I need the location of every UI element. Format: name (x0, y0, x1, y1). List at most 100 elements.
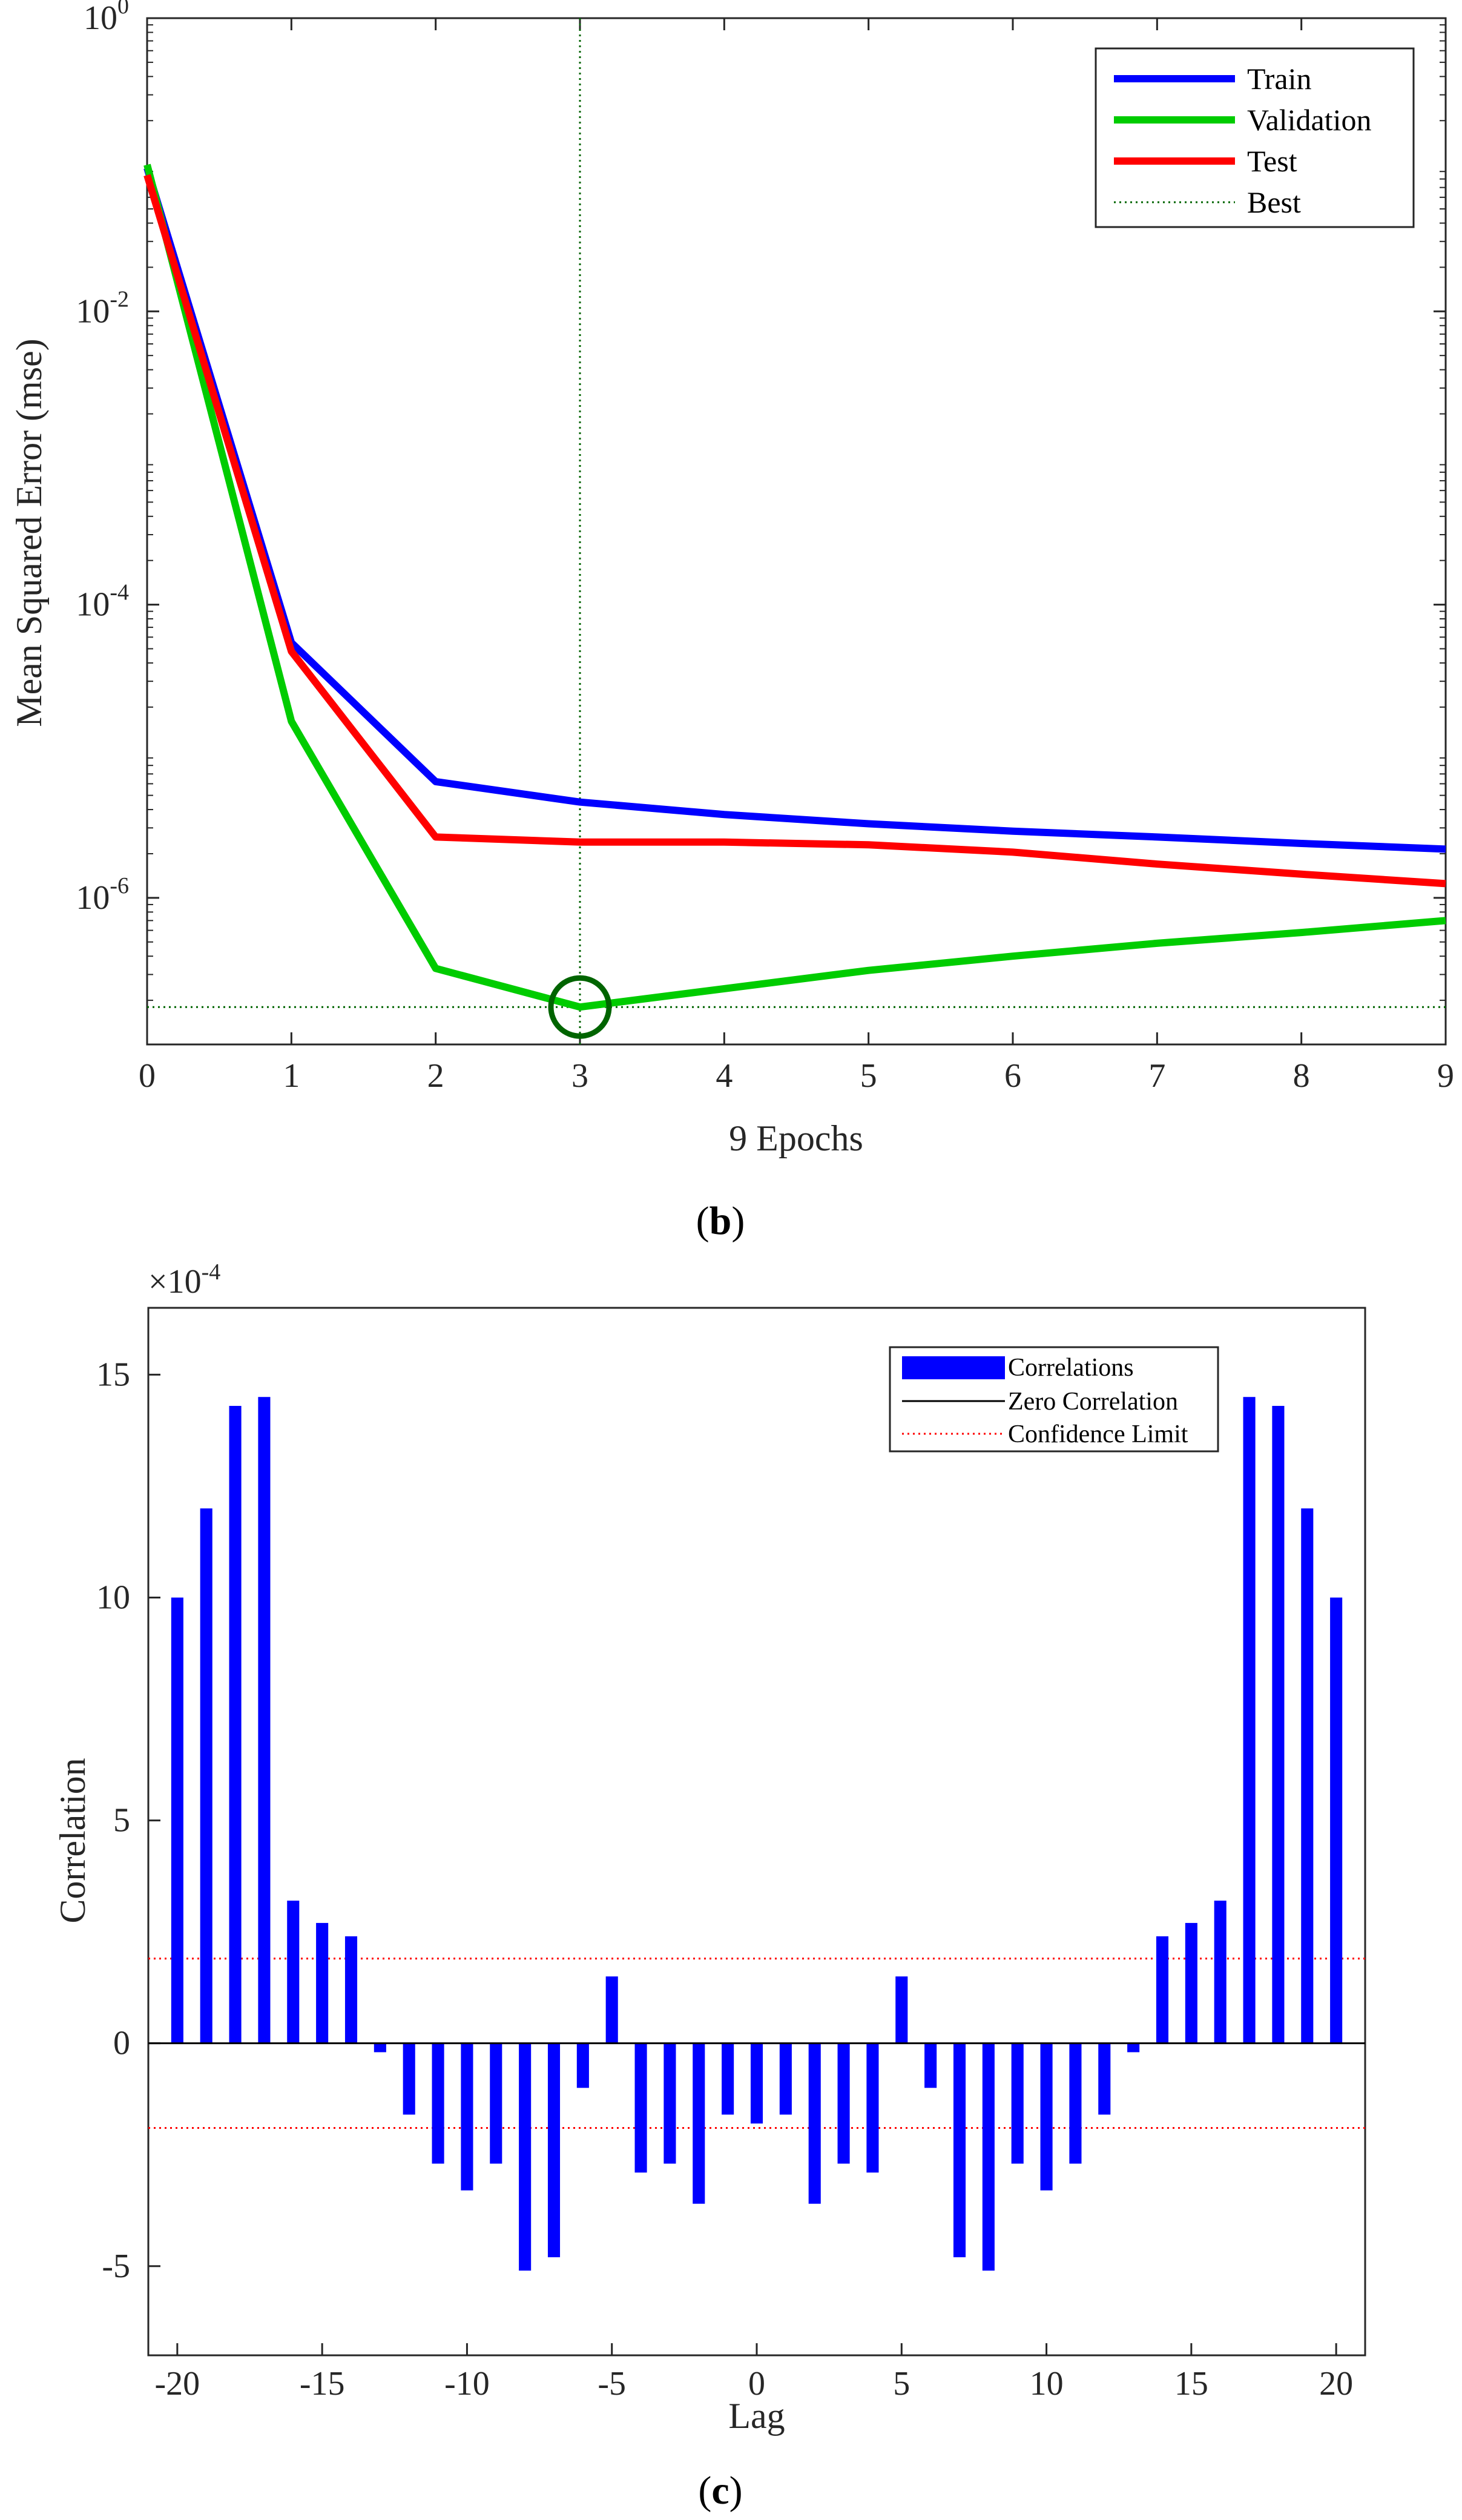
correlation-bar (1243, 1397, 1256, 2043)
correlation-bar (432, 2043, 444, 2164)
correlation-bar (403, 2043, 415, 2115)
panel-label-c: c (711, 2469, 729, 2513)
x-tick-label-c: 20 (1319, 2365, 1353, 2403)
correlation-bar (953, 2043, 966, 2258)
y-tick-label-b: 10-6 (76, 873, 129, 917)
autocorrelation-chart: -20 -15 -10 -5 0 5 10 15 20 -5 0 5 10 15 ×10-4 Lag Co… (53, 1259, 1366, 2513)
x-tick-label-c: 5 (893, 2365, 910, 2403)
correlation-bar (1272, 1405, 1285, 2043)
x-tick-label-c: 15 (1174, 2365, 1208, 2403)
correlation-bar (895, 1976, 908, 2043)
correlation-bar (1069, 2043, 1082, 2164)
correlation-bar (547, 2043, 561, 2258)
y-tick-label-c: 15 (96, 1356, 130, 1393)
correlation-bar (1330, 1597, 1343, 2043)
y-tick-label-c: 10 (96, 1579, 130, 1617)
correlation-bar (461, 2043, 473, 2191)
correlation-bar (200, 1508, 212, 2043)
panel-caption-b: (b) (696, 1199, 745, 1243)
axis-ticks-c: -20 -15 -10 -5 0 5 10 15 20 -5 0 5 10 15 (96, 1356, 1353, 2403)
correlation-bar (1011, 2043, 1024, 2164)
legend-b: Train Validation Test Best (1095, 47, 1415, 228)
correlation-bar (750, 2043, 763, 2124)
legend-label-zero: Zero Correlation (1008, 1388, 1178, 1416)
correlation-bar (490, 2043, 502, 2164)
correlation-bar (229, 1405, 242, 2043)
x-tick-label-b: 5 (860, 1057, 877, 1095)
plot-area-c (147, 1307, 1366, 2357)
correlation-bar (982, 2043, 995, 2271)
x-tick-label-c: -5 (598, 2365, 626, 2403)
x-axis-label-c: Lag (728, 2396, 785, 2436)
series-line-train (143, 167, 1446, 853)
series-line-validation (143, 163, 1446, 1011)
correlation-bar (634, 2043, 647, 2173)
correlation-bar (576, 2043, 589, 2088)
series-line-test (143, 174, 1446, 888)
y-tick-label-b: 10-4 (76, 580, 129, 624)
x-tick-label-c: 0 (748, 2365, 765, 2403)
correlation-bar (1127, 2043, 1140, 2053)
x-tick-label-b: 9 (1437, 1057, 1454, 1095)
correlation-bar (171, 1597, 183, 2043)
legend-label-train: Train (1247, 62, 1312, 96)
y-axis-label-b: Mean Squared Error (mse) (9, 338, 49, 727)
correlation-bar (837, 2043, 850, 2164)
correlation-bar (316, 1922, 329, 2043)
correlation-bar (693, 2043, 705, 2204)
correlation-bar (374, 2043, 386, 2053)
x-tick-label-b: 3 (571, 1057, 588, 1095)
x-tick-label-b: 6 (1004, 1057, 1021, 1095)
best-point-circle (548, 975, 612, 1039)
correlation-bar (1301, 1508, 1314, 2043)
correlation-bar (1214, 1901, 1227, 2043)
x-tick-label-b: 4 (716, 1057, 733, 1095)
y-tick-label-c: -5 (102, 2248, 130, 2285)
y-multiplier-exponent: -4 (202, 1259, 221, 1285)
legend-c: Correlations Zero Correlation Confidence… (889, 1346, 1219, 1453)
x-tick-label-c: 10 (1030, 2365, 1064, 2403)
x-tick-label-b: 2 (427, 1057, 444, 1095)
x-axis-label-b: 9 Epochs (729, 1118, 863, 1158)
correlation-bar (722, 2043, 734, 2115)
legend-label-test: Test (1247, 144, 1297, 178)
x-tick-label-c: -20 (155, 2365, 200, 2403)
correlation-bar (1098, 2043, 1111, 2115)
training-performance-chart: 0 1 2 3 4 5 6 7 8 9 100 10-2 10-4 10-6 9 Epochs Mean … (9, 0, 1454, 1243)
x-tick-label-b: 7 (1148, 1057, 1165, 1095)
correlation-bar (344, 1936, 358, 2043)
legend-label-validation: Validation (1247, 103, 1372, 137)
correlation-bar (808, 2043, 821, 2204)
x-tick-label-c: -15 (300, 2365, 345, 2403)
y-multiplier: ×10-4 (148, 1259, 220, 1301)
correlation-bars (171, 1397, 1343, 2271)
series-lines-b (143, 163, 1446, 1039)
correlation-bar (866, 2043, 879, 2173)
correlation-bar (258, 1397, 271, 2043)
legend-swatch-correlations (902, 1356, 1005, 1379)
correlation-bar (1156, 1936, 1169, 2043)
correlation-bar (605, 1976, 618, 2043)
y-tick-label-b: 10-2 (76, 286, 129, 330)
correlation-bar (1040, 2043, 1053, 2191)
x-tick-label-b: 8 (1293, 1057, 1310, 1095)
legend-label-correlations: Correlations (1008, 1354, 1134, 1382)
legend-label-confidence: Confidence Limit (1008, 1420, 1188, 1448)
correlation-bar (287, 1901, 300, 2043)
x-tick-label-b: 1 (283, 1057, 300, 1095)
y-tick-label-c: 5 (113, 1802, 130, 1839)
correlation-bar (1185, 1922, 1197, 2043)
x-tick-label-b: 0 (139, 1057, 156, 1095)
correlation-bar (519, 2043, 532, 2271)
y-multiplier-base: ×10 (148, 1263, 202, 1301)
best-epoch-markers (147, 18, 1446, 1044)
y-axis-label-c: Correlation (53, 1758, 93, 1923)
legend-label-best: Best (1247, 185, 1301, 219)
y-tick-label-c: 0 (113, 2025, 130, 2062)
y-tick-label-b: 100 (84, 0, 129, 37)
panel-caption-c: (c) (698, 2469, 742, 2513)
panel-label-b: b (710, 1199, 732, 1243)
x-tick-label-c: -10 (444, 2365, 490, 2403)
correlation-bar (924, 2043, 937, 2088)
